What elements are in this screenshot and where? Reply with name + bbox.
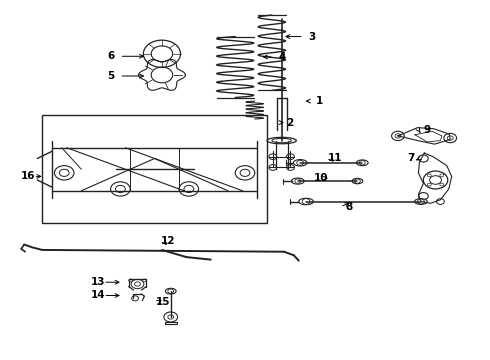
Text: 14: 14 xyxy=(91,291,106,301)
Circle shape xyxy=(437,199,444,204)
Bar xyxy=(42,116,267,223)
Text: 4: 4 xyxy=(279,52,286,62)
Circle shape xyxy=(235,166,255,180)
Text: 8: 8 xyxy=(345,202,352,212)
Text: 10: 10 xyxy=(314,173,328,183)
Ellipse shape xyxy=(415,199,427,204)
Text: 2: 2 xyxy=(287,118,294,128)
Ellipse shape xyxy=(352,179,363,184)
Text: 15: 15 xyxy=(156,297,170,307)
Ellipse shape xyxy=(292,178,304,184)
Circle shape xyxy=(423,171,448,189)
Ellipse shape xyxy=(294,159,307,166)
Circle shape xyxy=(418,155,428,162)
Text: 7: 7 xyxy=(407,153,415,163)
Circle shape xyxy=(132,296,139,301)
Text: 12: 12 xyxy=(161,236,175,246)
Circle shape xyxy=(111,182,130,196)
Circle shape xyxy=(54,166,74,180)
Text: 9: 9 xyxy=(423,125,431,135)
Text: 11: 11 xyxy=(328,153,343,163)
Circle shape xyxy=(418,193,428,200)
Circle shape xyxy=(131,279,144,289)
Circle shape xyxy=(164,312,177,322)
Text: 6: 6 xyxy=(107,51,115,61)
Circle shape xyxy=(179,182,198,196)
Ellipse shape xyxy=(165,288,176,294)
Text: 5: 5 xyxy=(107,71,115,81)
Text: 16: 16 xyxy=(21,171,36,181)
Ellipse shape xyxy=(299,198,314,205)
Ellipse shape xyxy=(356,160,368,166)
Text: 3: 3 xyxy=(309,32,316,41)
Text: 1: 1 xyxy=(316,96,323,106)
Text: 13: 13 xyxy=(91,277,105,287)
